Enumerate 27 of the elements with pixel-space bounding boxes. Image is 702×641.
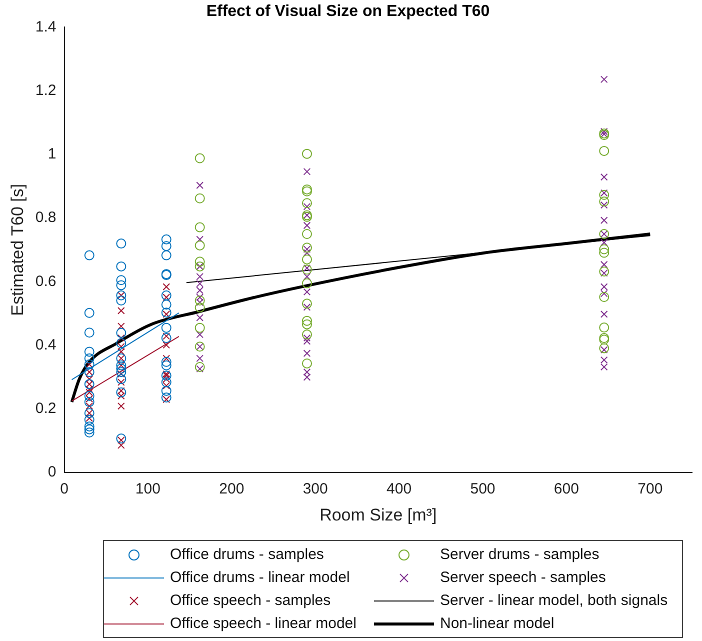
- legend-label: Office drums - samples: [170, 546, 324, 563]
- y-tick-label: 0.2: [35, 400, 56, 418]
- chart-title: Effect of Visual Size on Expected T60: [206, 3, 490, 20]
- legend-label: Office speech - linear model: [170, 615, 356, 632]
- x-tick-label: 300: [302, 480, 328, 498]
- legend-label: Office speech - samples: [170, 592, 331, 609]
- legend-label: Office drums - linear model: [170, 569, 350, 586]
- y-tick-label: 0.4: [35, 336, 56, 354]
- y-tick-label: 1.4: [35, 18, 56, 36]
- legend-label: Non-linear model: [440, 615, 554, 632]
- y-tick-label: 0.6: [35, 272, 56, 290]
- y-tick-label: 0.8: [35, 209, 56, 226]
- x-tick-label: 400: [386, 480, 412, 498]
- x-tick-label: 500: [470, 480, 496, 498]
- y-tick-label: 1.2: [35, 82, 56, 99]
- y-axis-title: Estimated T60 [s]: [8, 184, 27, 316]
- x-tick-label: 0: [60, 480, 68, 498]
- legend-label: Server speech - samples: [440, 569, 606, 586]
- x-tick-label: 200: [219, 480, 244, 498]
- x-tick-label: 100: [135, 480, 160, 498]
- legend-label: Server - linear model, both signals: [440, 592, 668, 609]
- y-tick-label: 1: [48, 146, 56, 163]
- y-tick-label: 0: [48, 464, 56, 481]
- x-tick-label: 700: [638, 480, 663, 498]
- legend-label: Server drums - samples: [440, 546, 600, 563]
- x-tick-label: 600: [554, 480, 579, 498]
- x-axis-title: Room Size [m³]: [320, 505, 437, 524]
